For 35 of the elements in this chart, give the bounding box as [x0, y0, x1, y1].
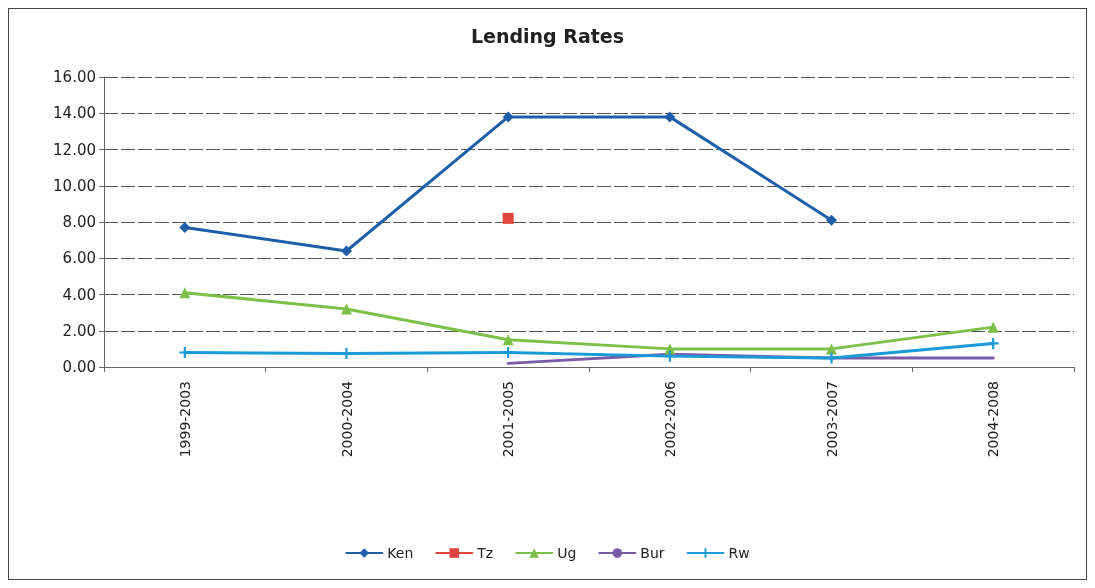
point: [987, 321, 999, 333]
point: [987, 337, 999, 349]
point: [502, 111, 514, 123]
point: [179, 287, 191, 299]
y-tick-label: 0.00: [62, 358, 96, 376]
point: [502, 334, 514, 346]
point: [664, 350, 676, 362]
legend-label: Tz: [476, 545, 494, 561]
x-tick-label: 2000-2004: [338, 380, 355, 458]
x-tick-label: 2001-2005: [500, 381, 517, 458]
y-tick-label: 12.00: [53, 140, 96, 159]
point: [341, 303, 352, 315]
point: [826, 352, 837, 364]
x-tick-label: 2004-2008: [985, 381, 1002, 458]
legend-label: Ug: [557, 545, 577, 561]
point: [664, 111, 676, 123]
point: [826, 343, 837, 355]
point: [502, 212, 514, 224]
x-tick-label: 1999-2003: [176, 381, 193, 458]
x-tick-label: 2002-2006: [661, 380, 678, 458]
legend-label: Rw: [728, 545, 750, 561]
y-tick-label: 14.00: [53, 104, 96, 123]
y-tick-label: 16.00: [53, 68, 96, 86]
x-tick-label: 2003-2007: [823, 381, 840, 458]
legend-label: Ken: [387, 545, 414, 561]
point: [341, 245, 352, 257]
y-tick-label: 4.00: [62, 285, 96, 304]
y-tick-label: 6.00: [62, 249, 96, 268]
point: [179, 221, 191, 233]
chart-title: Lending Rates: [470, 24, 625, 47]
y-tick-label: 2.00: [62, 321, 96, 340]
y-tick-label: 8.00: [62, 213, 96, 231]
y-tick-label: 10.00: [53, 176, 96, 195]
legend-label: Bur: [640, 545, 665, 561]
point: [826, 214, 837, 226]
